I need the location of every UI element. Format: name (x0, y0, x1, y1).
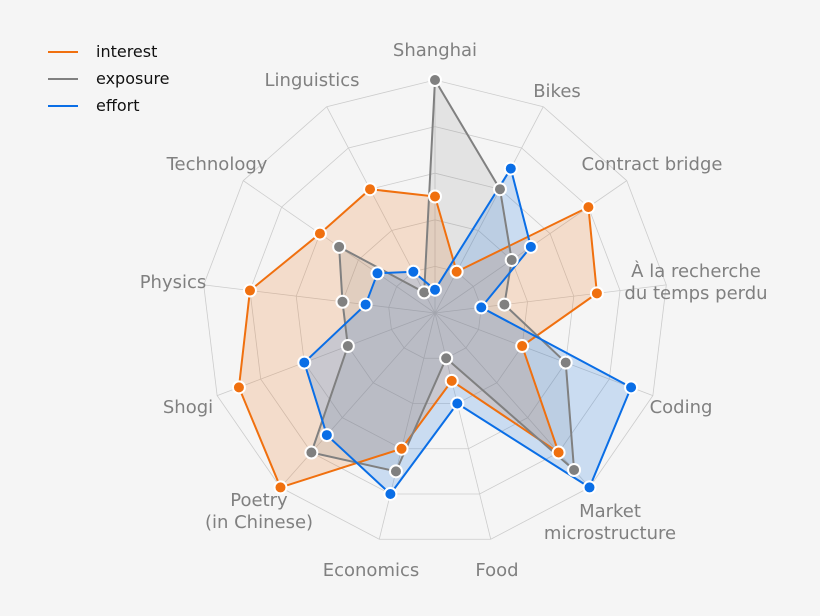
data-point-effort (319, 428, 334, 443)
data-point-interest (394, 441, 409, 456)
legend-item-interest: interest (48, 38, 170, 65)
data-point-interest (581, 200, 596, 215)
legend-swatch-effort (48, 104, 78, 107)
data-point-effort (297, 355, 312, 370)
grid-spoke (378, 312, 436, 540)
data-point-interest (444, 373, 459, 388)
axis-label: Market microstructure (544, 501, 676, 544)
grid-spoke (216, 312, 436, 396)
legend-label: exposure (96, 69, 170, 88)
data-point-interest (515, 339, 530, 354)
data-point-effort (383, 486, 398, 501)
axis-label: Linguistics (265, 70, 360, 91)
grid-ring (295, 172, 575, 450)
data-point-interest (273, 480, 288, 495)
data-point-interest (363, 182, 378, 197)
data-point-exposure (340, 339, 355, 354)
legend: interest exposure effort (48, 38, 170, 119)
legend-label: interest (96, 42, 158, 61)
axis-labels: Shanghai Bikes Contract bridge À la recherc… (140, 40, 768, 581)
series-line-exposure (310, 76, 576, 473)
data-point-exposure (492, 182, 507, 197)
legend-label: effort (96, 96, 140, 115)
grid-ring (249, 126, 621, 495)
data-point-interest (589, 286, 604, 301)
data-point-exposure (567, 462, 582, 477)
grid-spoke (326, 106, 436, 314)
legend-item-exposure: exposure (48, 65, 170, 92)
data-point-effort (358, 297, 373, 312)
data-point-effort (474, 300, 489, 315)
grid-spoke (434, 312, 654, 396)
grid-spoke (434, 312, 492, 540)
grid-spoke (434, 312, 590, 488)
grid-spoke (280, 312, 436, 488)
data-point-effort (582, 480, 597, 495)
data-point-effort (428, 282, 442, 297)
axis-label: Economics (323, 560, 420, 581)
data-point-exposure (304, 445, 319, 460)
data-point-effort (624, 380, 639, 395)
grid-spoke (434, 106, 544, 314)
data-point-exposure (388, 464, 403, 479)
axis-label: Shanghai (393, 40, 477, 61)
axis-label: Shogi (163, 397, 213, 418)
grid-spoke (203, 284, 436, 314)
data-point-interest (242, 283, 257, 298)
data-point-interest (231, 380, 246, 395)
legend-swatch-interest (48, 50, 78, 53)
grid-ring (203, 79, 667, 540)
data-point-effort (406, 264, 421, 279)
data-point-exposure (439, 351, 454, 366)
axis-label: Food (475, 560, 518, 581)
axis-label: Contract bridge (582, 154, 723, 175)
data-point-effort (503, 161, 518, 176)
axis-label: Physics (140, 272, 207, 293)
axis-label: Technology (166, 154, 268, 175)
grid-ring (388, 265, 482, 359)
axis-label: Poetry (in Chinese) (205, 490, 313, 533)
data-point-effort (450, 396, 465, 411)
data-point-exposure (497, 297, 512, 312)
axis-label: À la recherche du temps perdu (624, 260, 767, 304)
data-point-effort (370, 266, 385, 281)
data-point-exposure (504, 253, 519, 268)
grid-spoke (434, 284, 667, 314)
data-point-interest (312, 226, 327, 241)
data-point-interest (449, 264, 464, 279)
data-point-interest (551, 445, 566, 460)
legend-swatch-exposure (48, 77, 78, 80)
data-point-exposure (558, 355, 573, 370)
series-area-effort (304, 168, 632, 494)
axis-label: Bikes (533, 81, 581, 102)
data-point-exposure (332, 239, 347, 254)
data-point-exposure (335, 294, 350, 309)
data-point-exposure (428, 73, 442, 87)
legend-item-effort: effort (48, 92, 170, 119)
series-line-interest (237, 188, 598, 489)
radar-series (231, 73, 639, 501)
data-point-interest (428, 189, 442, 204)
axis-label: Coding (650, 397, 713, 418)
data-point-effort (523, 239, 538, 254)
